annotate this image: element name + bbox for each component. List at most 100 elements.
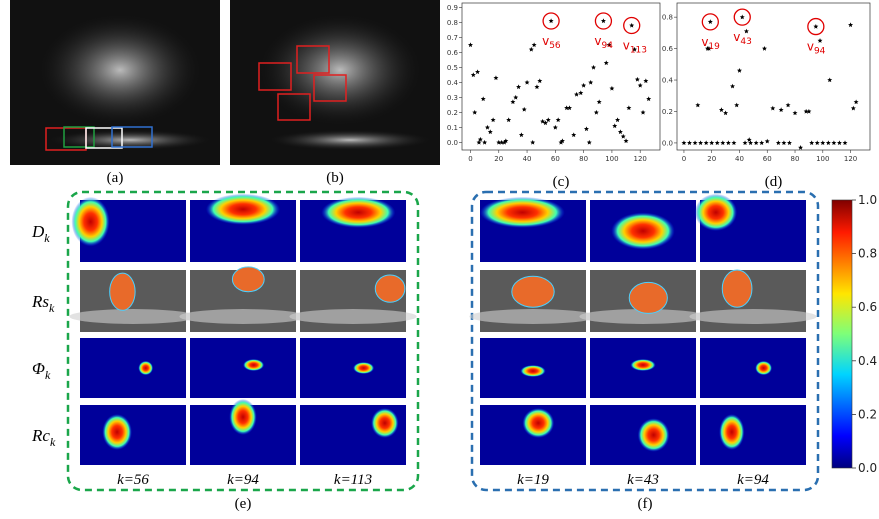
point bbox=[759, 140, 764, 145]
plot-frame bbox=[677, 3, 870, 150]
point bbox=[485, 125, 490, 130]
highlight-label: v113 bbox=[623, 39, 647, 56]
point bbox=[491, 117, 496, 122]
column-label: k=113 bbox=[334, 472, 372, 488]
point bbox=[594, 110, 599, 115]
point bbox=[681, 140, 686, 145]
point bbox=[549, 18, 554, 23]
y-tick-label: 0.2 bbox=[447, 109, 458, 117]
label: Rc bbox=[31, 426, 50, 445]
y-tick-label: 0.3 bbox=[447, 94, 458, 102]
point bbox=[529, 47, 534, 52]
point bbox=[621, 134, 626, 139]
point bbox=[737, 68, 742, 73]
point bbox=[693, 140, 698, 145]
point bbox=[723, 110, 728, 115]
y-tick-label: 0.5 bbox=[447, 64, 458, 72]
y-tick-label: 0.4 bbox=[662, 77, 674, 85]
label: v bbox=[701, 35, 708, 49]
point bbox=[581, 83, 586, 88]
subscript: 43 bbox=[740, 37, 751, 47]
point bbox=[471, 72, 476, 77]
point bbox=[635, 77, 640, 82]
point bbox=[848, 22, 853, 27]
activation bbox=[512, 276, 554, 307]
point bbox=[826, 140, 831, 145]
x-tick-label: 0 bbox=[682, 155, 686, 163]
point bbox=[510, 99, 515, 104]
tissue bbox=[179, 309, 306, 324]
point bbox=[720, 140, 725, 145]
label: v bbox=[733, 30, 740, 44]
point bbox=[704, 140, 709, 145]
activation bbox=[102, 414, 132, 450]
column-label: k=94 bbox=[737, 472, 769, 488]
activation bbox=[755, 361, 772, 375]
point bbox=[726, 140, 731, 145]
point bbox=[516, 84, 521, 89]
activation bbox=[110, 273, 135, 310]
x-tick-label: 100 bbox=[816, 155, 829, 163]
point bbox=[475, 69, 480, 74]
x-tick-label: 0 bbox=[468, 155, 472, 163]
heatmap-tile bbox=[700, 405, 806, 465]
point bbox=[532, 42, 537, 47]
activation bbox=[522, 408, 554, 438]
point bbox=[525, 80, 530, 85]
point bbox=[715, 140, 720, 145]
point bbox=[798, 145, 803, 150]
subscript: 113 bbox=[630, 46, 647, 56]
point bbox=[591, 65, 596, 70]
caption: (a) bbox=[107, 170, 124, 186]
activation bbox=[480, 197, 565, 228]
y-tick-label: 0.7 bbox=[447, 34, 458, 42]
point bbox=[813, 24, 818, 29]
activation bbox=[611, 212, 675, 249]
label: D bbox=[31, 222, 45, 241]
point bbox=[574, 92, 579, 97]
point bbox=[587, 140, 592, 145]
activation bbox=[638, 418, 670, 452]
x-tick-label: 120 bbox=[844, 155, 857, 163]
point bbox=[770, 106, 775, 111]
activation bbox=[695, 194, 737, 231]
point bbox=[618, 129, 623, 134]
activation bbox=[719, 414, 744, 450]
x-tick-label: 60 bbox=[551, 155, 560, 163]
point bbox=[522, 107, 527, 112]
highlight-label: v94 bbox=[807, 40, 826, 57]
column-label: k=19 bbox=[517, 472, 549, 488]
point bbox=[815, 140, 820, 145]
point bbox=[609, 86, 614, 91]
activation bbox=[206, 194, 280, 225]
x-tick-label: 40 bbox=[735, 155, 744, 163]
colorbar-tick-label: 0.2 bbox=[858, 407, 877, 421]
colorbar-tick-label: 0.6 bbox=[858, 300, 877, 314]
highlight-label: v19 bbox=[701, 35, 720, 52]
point bbox=[646, 96, 651, 101]
x-tick-label: 120 bbox=[634, 155, 647, 163]
point bbox=[546, 117, 551, 122]
point bbox=[719, 107, 724, 112]
point bbox=[612, 123, 617, 128]
point bbox=[687, 140, 692, 145]
point bbox=[818, 38, 823, 43]
colorbar-tick-label: 1.0 bbox=[858, 193, 877, 207]
point bbox=[827, 77, 832, 82]
point bbox=[754, 140, 759, 145]
activation bbox=[371, 408, 399, 438]
ultrasound-b bbox=[230, 0, 440, 165]
column-label: k=43 bbox=[627, 472, 659, 488]
point bbox=[588, 80, 593, 85]
point bbox=[615, 117, 620, 122]
activation bbox=[353, 362, 374, 374]
y-tick-label: 0.0 bbox=[447, 139, 458, 147]
label: Rs bbox=[31, 292, 49, 311]
point bbox=[731, 140, 736, 145]
subscript: k bbox=[50, 435, 56, 449]
activation bbox=[232, 267, 264, 292]
y-tick-label: 0.6 bbox=[447, 49, 459, 57]
activation bbox=[722, 270, 752, 307]
subscript: 94 bbox=[814, 47, 826, 57]
figure: (a) (b) (e) (f) 0204060801001200.00.10.2… bbox=[0, 0, 879, 519]
